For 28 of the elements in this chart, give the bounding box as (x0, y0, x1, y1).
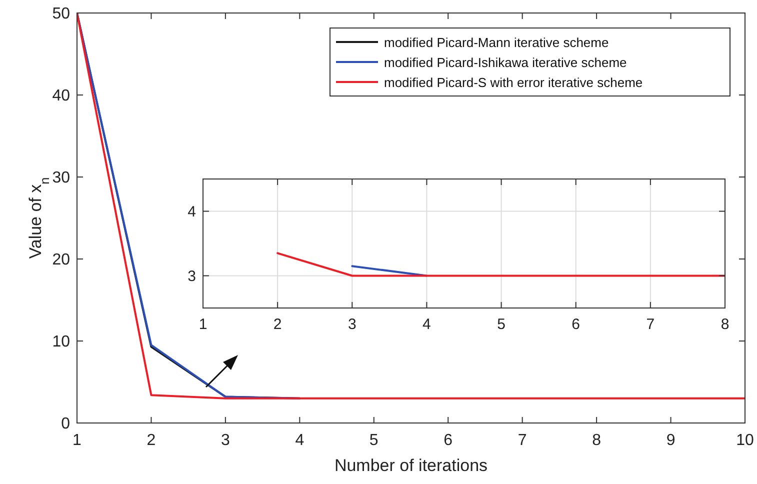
y-tick-label: 0 (61, 416, 70, 433)
x-tick-label: 3 (348, 316, 356, 333)
legend-label: modified Picard-Mann iterative scheme (384, 35, 609, 50)
x-tick-label: 7 (646, 316, 655, 333)
x-tick-label: 7 (518, 432, 527, 449)
x-tick-label: 6 (572, 316, 580, 333)
x-tick-label: 9 (666, 432, 676, 449)
x-tick-label: 4 (295, 432, 304, 449)
x-tick-label: 2 (146, 432, 156, 449)
x-axis-title: Number of iterations (334, 456, 488, 475)
x-tick-label: 1 (198, 316, 208, 333)
x-tick-label: 10 (736, 432, 754, 449)
x-tick-label: 5 (369, 432, 378, 449)
y-tick-label: 50 (52, 6, 70, 23)
x-tick-label: 5 (497, 316, 506, 333)
x-tick-label: 6 (444, 432, 453, 449)
x-tick-label: 8 (720, 316, 730, 333)
x-tick-label: 8 (592, 432, 602, 449)
x-tick-label: 2 (273, 316, 282, 333)
y-tick-label: 20 (52, 252, 70, 269)
x-tick-label: 1 (72, 432, 82, 449)
y-tick-label: 10 (52, 334, 70, 351)
x-tick-label: 3 (220, 432, 230, 449)
legend-label: modified Picard-S with error iterative scheme (384, 75, 643, 90)
y-tick-label: 40 (52, 88, 70, 105)
legend-label: modified Picard-Ishikawa iterative scheme (384, 55, 627, 70)
x-tick-label: 4 (422, 316, 431, 333)
y-tick-label: 30 (52, 170, 70, 187)
